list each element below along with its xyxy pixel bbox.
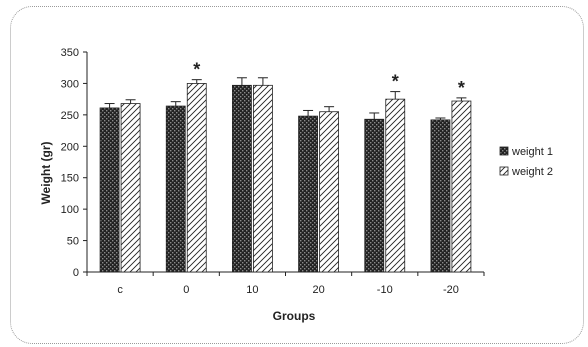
- y-tick-label: 150: [61, 173, 79, 185]
- x-tick-label: 10: [246, 284, 258, 296]
- bar-weight-2-0: [186, 83, 207, 273]
- y-tick-label: 300: [61, 78, 79, 90]
- significance-star: *: [458, 78, 465, 98]
- bar-weight-1-0: [165, 105, 186, 273]
- chart-legend: weight 1 weight 2: [494, 136, 564, 186]
- y-tick-label: 0: [73, 267, 79, 279]
- bar-weight-1--20: [430, 119, 451, 273]
- x-axis-title: Groups: [273, 309, 316, 323]
- x-tick-label: 0: [183, 284, 189, 296]
- bar-weight-2-c: [120, 103, 141, 273]
- significance-star: *: [193, 60, 200, 80]
- y-tick-label: 250: [61, 110, 79, 122]
- x-tick-label: -20: [443, 284, 459, 296]
- y-tick-label: 50: [67, 236, 79, 248]
- legend-label-weight-1: weight 1: [511, 146, 553, 158]
- legend-swatch-weight-2: [499, 166, 509, 176]
- legend-box: [494, 136, 564, 186]
- x-tick-label: -10: [377, 284, 393, 296]
- y-tick-label: 350: [61, 47, 79, 59]
- legend-swatch-weight-1: [499, 146, 509, 156]
- chart-bars: [99, 77, 472, 273]
- bar-weight-2--10: [385, 98, 406, 273]
- significance-star: *: [392, 72, 399, 92]
- bar-weight-2--20: [451, 100, 472, 273]
- x-tick-label: 20: [312, 284, 324, 296]
- y-tick-label: 200: [61, 141, 79, 153]
- bar-weight-1--10: [364, 118, 385, 273]
- figure-frame: [10, 6, 584, 344]
- y-axis-title: Weight (gr): [39, 141, 53, 204]
- bar-weight-1-10: [232, 84, 252, 273]
- bar-weight-1-20: [298, 115, 318, 273]
- bar-weight-1-c: [99, 107, 120, 273]
- bar-weight-2-20: [319, 111, 339, 273]
- x-tick-label: c: [117, 284, 123, 296]
- chart-axes: 0 50 100 150 200 250 300 350 c 0 10 20 -10 -20: [61, 47, 485, 296]
- significance-markers: * * *: [193, 60, 465, 98]
- bar-weight-2-10: [253, 84, 273, 273]
- y-tick-label: 100: [61, 204, 79, 216]
- legend-label-weight-2: weight 2: [511, 166, 553, 178]
